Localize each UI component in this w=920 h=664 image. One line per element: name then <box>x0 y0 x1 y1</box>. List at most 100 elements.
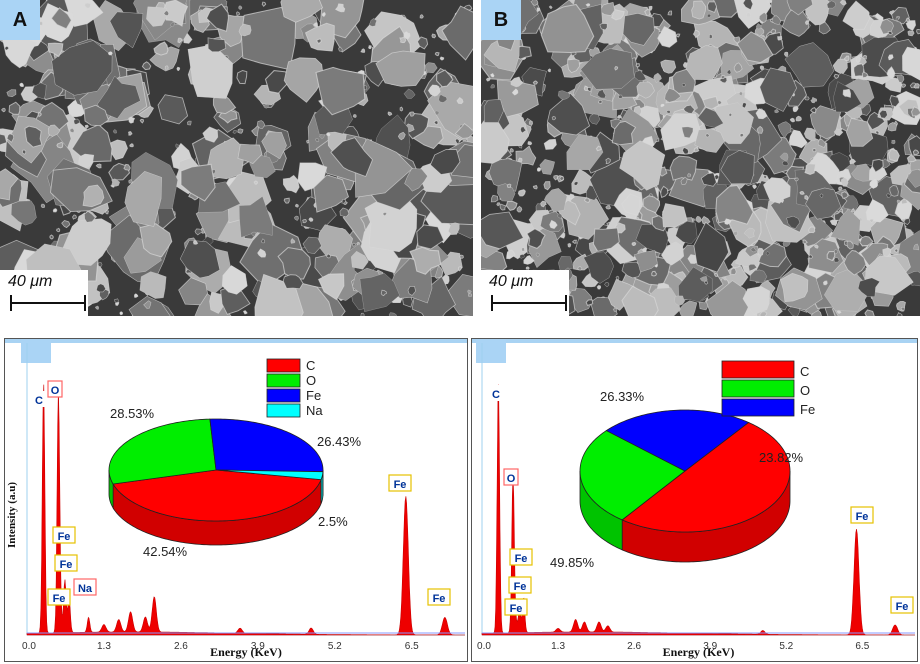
sem-particle <box>780 272 809 303</box>
sem-particle <box>757 247 765 256</box>
sem-particle <box>518 157 523 163</box>
sem-particle <box>660 59 677 74</box>
sem-particle <box>896 199 901 204</box>
x-tick-label: 1.3 <box>551 641 565 652</box>
sem-particle <box>660 103 665 108</box>
x-axis-label: Energy (KeV) <box>663 645 735 659</box>
sem-particle <box>900 306 906 312</box>
sem-particle <box>836 310 842 314</box>
sem-particle <box>164 65 169 70</box>
sem-particle <box>596 284 602 290</box>
sem-particle <box>454 138 460 145</box>
sem-particle <box>187 44 233 99</box>
sem-particle <box>139 223 173 258</box>
sem-particle <box>304 22 335 52</box>
sem-particle <box>236 11 241 16</box>
sem-particle <box>483 99 504 123</box>
sem-particle <box>759 67 798 112</box>
sem-particle <box>456 96 464 105</box>
sem-particle <box>777 121 792 139</box>
sem-particle <box>407 285 416 296</box>
sem-particle <box>139 271 167 299</box>
sem-particle <box>912 149 920 156</box>
sem-particle <box>784 42 835 88</box>
sem-particle <box>792 106 799 113</box>
sem-particle <box>794 177 799 182</box>
sem-particle <box>730 267 737 275</box>
sem-particle <box>467 289 472 294</box>
sem-particle <box>733 62 743 73</box>
sem-particle <box>509 147 514 153</box>
sem-particle <box>795 115 802 122</box>
sem-particle <box>642 195 661 214</box>
sem-particle <box>179 239 221 279</box>
sem-particle <box>743 227 755 239</box>
sem-particle <box>187 120 192 126</box>
sem-particle <box>861 71 869 79</box>
sem-particle <box>804 96 810 101</box>
sem-particle <box>251 231 257 237</box>
sem-particle <box>788 129 808 149</box>
peak-label-text: Fe <box>856 511 869 523</box>
sem-particle <box>540 3 595 54</box>
peak-label-box <box>47 380 63 398</box>
sem-particle <box>895 16 899 21</box>
sem-particle <box>765 251 771 256</box>
sem-particle <box>777 35 783 41</box>
header-tab <box>21 339 51 363</box>
sem-particle <box>441 5 473 61</box>
sem-particle <box>114 301 120 307</box>
sem-particle <box>264 70 291 94</box>
sem-particle <box>532 184 538 190</box>
sem-particle <box>557 90 570 100</box>
sem-particle <box>742 0 754 10</box>
sem-particle <box>699 276 708 282</box>
pie-value-label-c: 42.54% <box>143 544 188 559</box>
legend-label-c: C <box>800 364 809 379</box>
sem-particle <box>833 257 840 263</box>
sem-particle <box>859 235 874 247</box>
sem-particle <box>667 10 673 16</box>
sem-particle <box>889 95 900 108</box>
sem-particle <box>888 148 900 162</box>
sem-particle <box>261 131 287 160</box>
peak-label-fe: Fe <box>388 474 412 492</box>
sem-particle <box>752 184 757 190</box>
sem-particle <box>519 254 525 259</box>
sem-particle <box>352 242 356 247</box>
sem-particle <box>750 246 757 253</box>
sem-particle <box>94 305 99 310</box>
scale-label-b: 40 μm <box>489 273 534 290</box>
eds-panel-a: C O Fe Fe Fe Na Fe Fe 0.0 1.3 2.6 3.9 5.2 6.5 Energy (… <box>4 338 468 662</box>
sem-particle <box>123 163 131 171</box>
sem-particle <box>153 41 169 56</box>
sem-particle <box>546 92 591 136</box>
y-axis-label: Intensity (a.u) <box>6 482 18 548</box>
sem-particle <box>808 226 816 234</box>
sem-particle <box>833 128 844 136</box>
sem-particle <box>114 298 119 304</box>
sem-particle <box>109 11 144 49</box>
sem-particle <box>11 200 37 226</box>
sem-particle <box>19 82 24 88</box>
sem-particle <box>84 124 89 130</box>
sem-particle <box>221 265 248 295</box>
sem-particle <box>739 133 745 138</box>
sem-particle <box>748 264 758 272</box>
peak-label-fe: Fe <box>427 588 451 606</box>
peak-label-fe: Fe <box>54 554 78 572</box>
sem-particle <box>842 88 852 98</box>
peak-label-text: Fe <box>394 479 407 491</box>
pie-slice-o <box>579 430 686 521</box>
sem-particle <box>22 149 27 155</box>
sem-particle <box>368 45 372 50</box>
pie-chart <box>579 409 791 563</box>
sem-particle <box>308 217 314 222</box>
sem-particle <box>757 242 787 268</box>
sem-particle <box>62 218 112 266</box>
peak-label-text: Fe <box>60 559 73 571</box>
sem-particle <box>294 215 299 221</box>
sem-particle <box>611 8 625 21</box>
sem-particle <box>207 37 227 53</box>
sem-particle <box>722 277 727 281</box>
